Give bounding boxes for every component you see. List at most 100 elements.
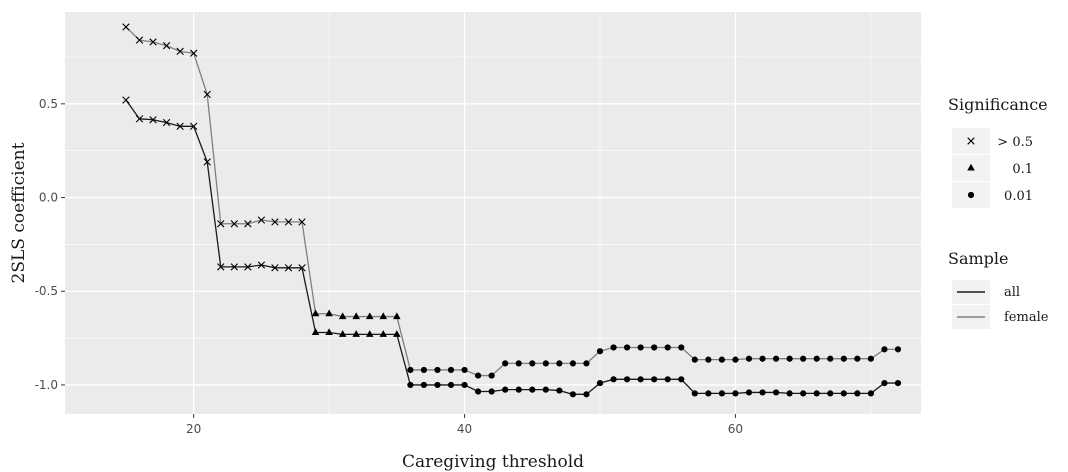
y-tick-label: -0.5 [35, 284, 58, 298]
data-point-all [569, 391, 577, 398]
data-point-all [244, 263, 252, 271]
data-point-all [705, 390, 712, 397]
data-point-female [176, 47, 184, 56]
data-point-all [664, 376, 671, 383]
data-point-female [651, 344, 658, 351]
series-line-female [125, 26, 898, 377]
data-point-all [813, 390, 820, 397]
gridlines [65, 12, 921, 414]
data-point-female [840, 355, 847, 362]
data-point-female [800, 355, 807, 362]
x-tick-label: 20 [186, 422, 201, 436]
data-point-all [420, 381, 428, 389]
data-point-all [502, 386, 509, 393]
axis-ticks: 20 40 60 0.5 0.0 -0.5 -1.0 [35, 97, 744, 436]
data-point-female [284, 218, 293, 226]
data-point-all [596, 379, 604, 387]
legend-label-sample: all [1004, 285, 1020, 300]
data-points [122, 23, 902, 398]
data-point-all [434, 381, 441, 389]
data-point-all [284, 264, 293, 272]
data-point-all [678, 376, 685, 383]
data-point-female [691, 356, 698, 363]
data-point-female [162, 42, 171, 50]
data-point-female [529, 360, 536, 367]
data-point-female [542, 360, 549, 367]
data-point-female [894, 346, 902, 353]
data-point-female [745, 355, 753, 362]
data-point-all [407, 381, 414, 389]
data-point-all [162, 118, 171, 127]
data-point-all [393, 330, 401, 337]
data-point-all [447, 381, 455, 389]
x-tick-label: 40 [457, 422, 472, 436]
data-point-all [610, 376, 617, 383]
data-point-all [176, 122, 184, 131]
data-point-female [732, 356, 739, 363]
data-point-all [556, 387, 563, 394]
data-point-female [705, 356, 712, 363]
data-point-female [475, 372, 482, 379]
x-tick-label: 60 [728, 422, 743, 436]
data-point-female [637, 344, 644, 351]
data-point-female [502, 360, 509, 367]
legend-key-c [967, 191, 975, 199]
legend-label-significance: > 0.5 [997, 135, 1033, 150]
data-point-all [379, 330, 388, 337]
data-point-female [772, 355, 780, 362]
data-point-female [813, 355, 820, 362]
data-point-female [718, 356, 725, 363]
data-point-all [475, 388, 482, 395]
data-point-female [881, 346, 888, 353]
data-point-all [203, 158, 211, 166]
data-point-female [569, 360, 577, 367]
data-point-all [623, 376, 631, 383]
data-point-female [827, 355, 834, 362]
data-point-female [311, 309, 320, 317]
data-point-female [867, 355, 874, 362]
data-point-all [691, 390, 698, 397]
data-point-female [515, 360, 522, 367]
data-point-all [542, 386, 549, 393]
data-point-female [759, 355, 766, 362]
x-axis-title: Caregiving threshold [402, 452, 584, 472]
data-point-female [664, 344, 671, 351]
data-point-female [488, 372, 495, 379]
data-point-female [365, 312, 374, 320]
data-point-female [447, 366, 455, 374]
data-point-all [772, 389, 780, 396]
data-point-all [189, 122, 198, 131]
data-point-female [678, 344, 685, 351]
y-tick-label: 0.0 [39, 191, 58, 205]
data-point-all [122, 96, 130, 104]
data-point-female [379, 312, 388, 320]
data-point-all [311, 328, 320, 335]
data-point-all [786, 390, 793, 397]
y-tick-label: -1.0 [35, 378, 58, 392]
data-point-all [718, 390, 725, 397]
data-point-all [149, 116, 157, 124]
data-point-all [867, 390, 874, 397]
data-point-all [651, 376, 658, 383]
data-point-female [583, 360, 590, 367]
data-point-all [881, 379, 888, 387]
legend: Significance > 0.5 0.1 0.01 Sample all female [948, 95, 1049, 329]
data-point-all [745, 389, 753, 396]
data-point-female [122, 23, 130, 31]
legend-key-x [967, 137, 975, 145]
data-point-female [189, 49, 198, 57]
series-line-all [125, 99, 898, 395]
data-point-all [840, 390, 847, 397]
data-point-female [610, 344, 617, 351]
legend-key-t [967, 163, 975, 171]
data-point-all [352, 330, 360, 337]
data-point-female [135, 36, 144, 44]
data-point-female [556, 360, 563, 367]
data-point-female [217, 220, 225, 228]
data-point-all [271, 264, 279, 272]
data-point-female [623, 344, 631, 351]
data-point-female [298, 218, 306, 226]
data-point-all [759, 389, 766, 396]
data-point-all [135, 115, 144, 123]
data-point-female [230, 220, 238, 228]
